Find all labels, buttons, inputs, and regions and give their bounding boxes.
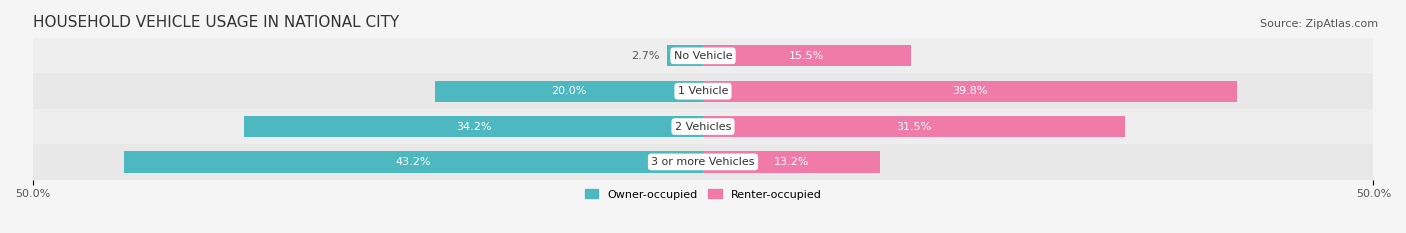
Text: No Vehicle: No Vehicle (673, 51, 733, 61)
Text: 3 or more Vehicles: 3 or more Vehicles (651, 157, 755, 167)
Text: 15.5%: 15.5% (789, 51, 824, 61)
Bar (666, 45, 703, 66)
Bar (245, 116, 703, 137)
Text: 13.2%: 13.2% (773, 157, 810, 167)
Text: HOUSEHOLD VEHICLE USAGE IN NATIONAL CITY: HOUSEHOLD VEHICLE USAGE IN NATIONAL CITY (32, 15, 399, 30)
Text: 34.2%: 34.2% (456, 122, 492, 132)
Bar (703, 151, 880, 173)
Bar (434, 81, 703, 102)
Text: 2 Vehicles: 2 Vehicles (675, 122, 731, 132)
Text: 39.8%: 39.8% (952, 86, 987, 96)
Text: 1 Vehicle: 1 Vehicle (678, 86, 728, 96)
Bar (32, 73, 1374, 109)
Text: 2.7%: 2.7% (631, 51, 659, 61)
Bar (32, 109, 1374, 144)
Bar (124, 151, 703, 173)
Bar (703, 45, 911, 66)
Bar (703, 81, 1237, 102)
Text: 31.5%: 31.5% (897, 122, 932, 132)
Legend: Owner-occupied, Renter-occupied: Owner-occupied, Renter-occupied (585, 189, 821, 199)
Bar (703, 116, 1125, 137)
Bar (32, 38, 1374, 73)
Text: 20.0%: 20.0% (551, 86, 586, 96)
Bar (32, 144, 1374, 180)
Text: 43.2%: 43.2% (395, 157, 432, 167)
Text: Source: ZipAtlas.com: Source: ZipAtlas.com (1260, 19, 1378, 29)
